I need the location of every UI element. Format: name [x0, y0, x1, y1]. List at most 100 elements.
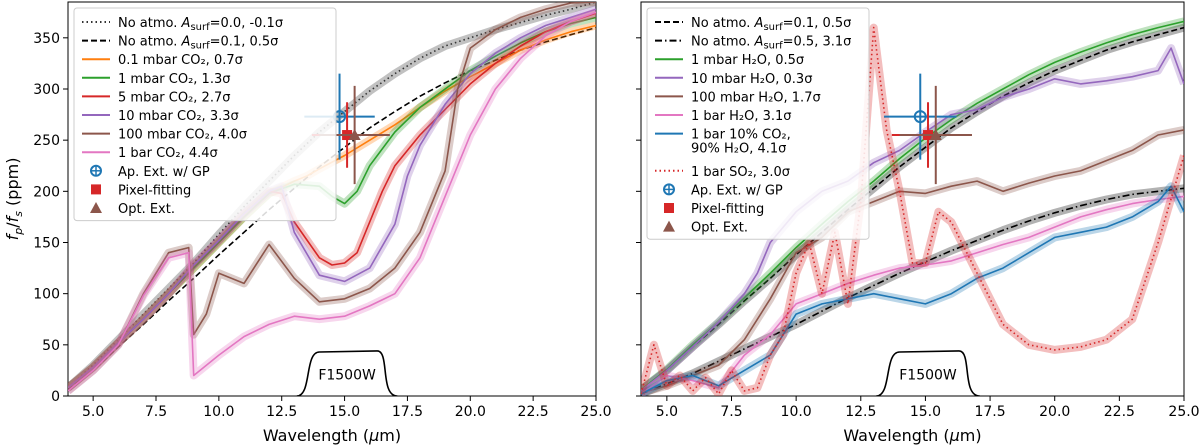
- svg-text:1 bar H₂O, 3.1σ: 1 bar H₂O, 3.1σ: [691, 109, 792, 124]
- legend-entry-pixel-fitting: Pixel-fitting: [664, 202, 764, 217]
- series-line-10-mbar-co2-3-3: [68, 8, 596, 389]
- legend-entry-opt-ext: Opt. Ext.: [663, 220, 748, 236]
- x-tick-label: 7.5: [720, 404, 742, 420]
- point-opt-ext: [899, 85, 972, 185]
- y-tick-label: 250: [33, 133, 60, 149]
- series-line-no-atmo-a-surf-0-1-0-5: [641, 26, 1184, 391]
- x-tick-label: 12.5: [266, 404, 297, 420]
- series-line-100-mbar-h2o-1-7: [641, 129, 1184, 394]
- legend-entry-10-mbar-h2o-0-3: 10 mbar H₂O, 0.3σ: [655, 72, 812, 87]
- legend-entry-1-bar-h2o-3-1: 1 bar H₂O, 3.1σ: [655, 109, 792, 124]
- legend-entry-no-atmo-a-surf-0-1-0-5: No atmo. Asurf=0.1, 0.5σ: [82, 35, 278, 52]
- series-line-1-bar-h2o-3-1: [641, 195, 1184, 395]
- legend-box: [73, 7, 337, 222]
- x-tick-label: 20.0: [455, 404, 486, 420]
- series-band-no-atmo-a-surf-0-5-3-1: [641, 184, 1184, 396]
- right-panel: F1500W 5.0 7.5 10.0 12.5 15.0 17.5 20.0 22.5 25.…: [636, 1, 1200, 445]
- legend-entry-100-mbar-co2-4-0: 100 mbar CO₂, 4.0σ: [82, 128, 247, 143]
- point-ap-ext-w-gp: [884, 73, 957, 160]
- x-tick-label: 22.5: [1104, 404, 1135, 420]
- left-y-axis-label: fp/fs (ppm): [3, 158, 25, 241]
- x-tick-label: 12.5: [845, 404, 876, 420]
- left-axis-ticks: 5.0 7.5 10.0 12.5 15.0 17.5 20.0 22.5 25.0 0 50 100…: [33, 31, 611, 420]
- y-tick-label: 50: [42, 338, 60, 354]
- legend-entry-1-mbar-co2-1-3: 1 mbar CO₂, 1.3σ: [82, 72, 230, 87]
- legend-entry-1-bar-co2-4-4: 1 bar CO₂, 4.4σ: [82, 146, 218, 161]
- legend-entry-no-atmo-a-surf-0-1-0-5: No atmo. Asurf=0.1, 0.5σ: [655, 16, 851, 33]
- left-plot-frame: [67, 1, 597, 397]
- svg-text:Opt. Ext.: Opt. Ext.: [118, 202, 175, 217]
- svg-text:0.1 mbar CO₂, 0.7σ: 0.1 mbar CO₂, 0.7σ: [118, 53, 243, 68]
- svg-text:Opt. Ext.: Opt. Ext.: [691, 221, 748, 236]
- series-line-1-bar-so2-3-0: [641, 26, 1184, 395]
- legend-entry-no-atmo-a-surf-0-0-0-1: No atmo. Asurf=0.0, -0.1σ: [82, 16, 283, 33]
- left-x-axis-label: Wavelength (μm): [263, 426, 401, 445]
- svg-text:1 bar 10% CO₂,: 1 bar 10% CO₂,: [691, 128, 791, 143]
- filter-bandpass-curve: [876, 350, 980, 396]
- right-x-axis-label: Wavelength (μm): [843, 426, 981, 445]
- filter-bandpass-curve: [296, 350, 398, 396]
- x-tick-label: 5.0: [82, 404, 104, 420]
- legend-entry-1-bar-10-co2-90-h2o-4-1: 1 bar 10% CO₂,90% H₂O, 4.1σ: [655, 128, 791, 157]
- y-tick-label: 150: [33, 235, 60, 251]
- legend-entry-0-1-mbar-co2-0-7: 0.1 mbar CO₂, 0.7σ: [82, 53, 243, 68]
- svg-text:Ap. Ext. w/ GP: Ap. Ext. w/ GP: [691, 183, 783, 198]
- x-tick-label: 7.5: [145, 404, 167, 420]
- y-tick-label: 300: [33, 82, 60, 98]
- svg-text:No atmo. Asurf=0.5, 3.1σ: No atmo. Asurf=0.5, 3.1σ: [691, 35, 851, 52]
- svg-text:10 mbar H₂O, 0.3σ: 10 mbar H₂O, 0.3σ: [691, 72, 812, 87]
- series-line-10-mbar-h2o-0-3: [641, 47, 1184, 392]
- svg-text:No atmo. Asurf=0.1, 0.5σ: No atmo. Asurf=0.1, 0.5σ: [118, 35, 278, 52]
- x-tick-label: 10.0: [781, 404, 812, 420]
- right-axis-ticks: 5.0 7.5 10.0 12.5 15.0 17.5 20.0 22.5 25.0: [636, 37, 1200, 420]
- series-line-1-bar-10-co2-90-h2o-4-1: [641, 185, 1184, 395]
- legend-entry-10-mbar-co2-3-3: 10 mbar CO₂, 3.3σ: [82, 109, 239, 124]
- legend-entry-ap-ext-w-gp: Ap. Ext. w/ GP: [90, 164, 210, 180]
- svg-text:10 mbar CO₂, 3.3σ: 10 mbar CO₂, 3.3σ: [118, 109, 239, 124]
- x-tick-label: 5.0: [656, 404, 678, 420]
- right-plot-frame: [640, 1, 1185, 397]
- svg-text:Ap. Ext. w/ GP: Ap. Ext. w/ GP: [118, 165, 210, 180]
- svg-text:90% H₂O, 4.1σ: 90% H₂O, 4.1σ: [691, 142, 786, 157]
- x-tick-label: 10.0: [203, 404, 234, 420]
- series-line-1-mbar-h2o-0-5: [641, 20, 1184, 391]
- left-legend: No atmo. Asurf=0.0, -0.1σ No atmo. Asurf=…: [73, 7, 337, 222]
- y-tick-label: 200: [33, 184, 60, 200]
- legend-entry-ap-ext-w-gp: Ap. Ext. w/ GP: [663, 183, 783, 198]
- svg-text:No atmo. Asurf=0.0, -0.1σ: No atmo. Asurf=0.0, -0.1σ: [118, 16, 283, 33]
- left-panel: F1500W 5.0 7.5 10.0 12.5 15.0 17.5 20.0 22.5 25.…: [3, 1, 612, 445]
- svg-text:1 mbar CO₂, 1.3σ: 1 mbar CO₂, 1.3σ: [118, 72, 230, 87]
- legend-entry-opt-ext: Opt. Ext.: [90, 202, 175, 217]
- series-line-100-mbar-co2-4-0: [68, 2, 596, 392]
- svg-text:No atmo. Asurf=0.1, 0.5σ: No atmo. Asurf=0.1, 0.5σ: [691, 16, 851, 33]
- svg-text:5 mbar CO₂, 2.7σ: 5 mbar CO₂, 2.7σ: [118, 90, 230, 105]
- x-tick-label: 17.5: [974, 404, 1005, 420]
- legend-entry-1-bar-so2-3-0: 1 bar SO₂, 3.0σ: [655, 165, 790, 180]
- svg-text:1 bar CO₂, 4.4σ: 1 bar CO₂, 4.4σ: [118, 146, 218, 161]
- legend-entry-5-mbar-co2-2-7: 5 mbar CO₂, 2.7σ: [82, 90, 230, 105]
- filter-band-label: F1500W: [318, 368, 376, 384]
- series-line-1-bar-co2-4-4: [68, 11, 596, 392]
- svg-text:1 bar SO₂, 3.0σ: 1 bar SO₂, 3.0σ: [691, 165, 790, 180]
- x-tick-label: 20.0: [1039, 404, 1070, 420]
- y-tick-label: 350: [33, 31, 60, 47]
- x-tick-label: 17.5: [392, 404, 423, 420]
- x-tick-label: 15.0: [329, 404, 360, 420]
- x-tick-label: 25.0: [1168, 404, 1199, 420]
- x-tick-label: 15.0: [910, 404, 941, 420]
- filter-band-label: F1500W: [899, 368, 957, 384]
- legend-entry-1-mbar-h2o-0-5: 1 mbar H₂O, 0.5σ: [655, 53, 804, 68]
- legend-entry-no-atmo-a-surf-0-5-3-1: No atmo. Asurf=0.5, 3.1σ: [655, 35, 851, 52]
- svg-text:Pixel-fitting: Pixel-fitting: [691, 202, 764, 217]
- legend-entry-pixel-fitting: Pixel-fitting: [91, 183, 191, 198]
- svg-text:Pixel-fitting: Pixel-fitting: [118, 183, 191, 198]
- right-plot-area: F1500W: [641, 17, 1184, 396]
- y-tick-label: 0: [51, 389, 60, 405]
- svg-text:100 mbar CO₂, 4.0σ: 100 mbar CO₂, 4.0σ: [118, 128, 247, 143]
- svg-text:1 mbar H₂O, 0.5σ: 1 mbar H₂O, 0.5σ: [691, 53, 804, 68]
- y-tick-label: 100: [33, 287, 60, 303]
- x-tick-label: 22.5: [518, 404, 549, 420]
- legend-box: [646, 7, 870, 240]
- x-tick-label: 25.0: [580, 404, 611, 420]
